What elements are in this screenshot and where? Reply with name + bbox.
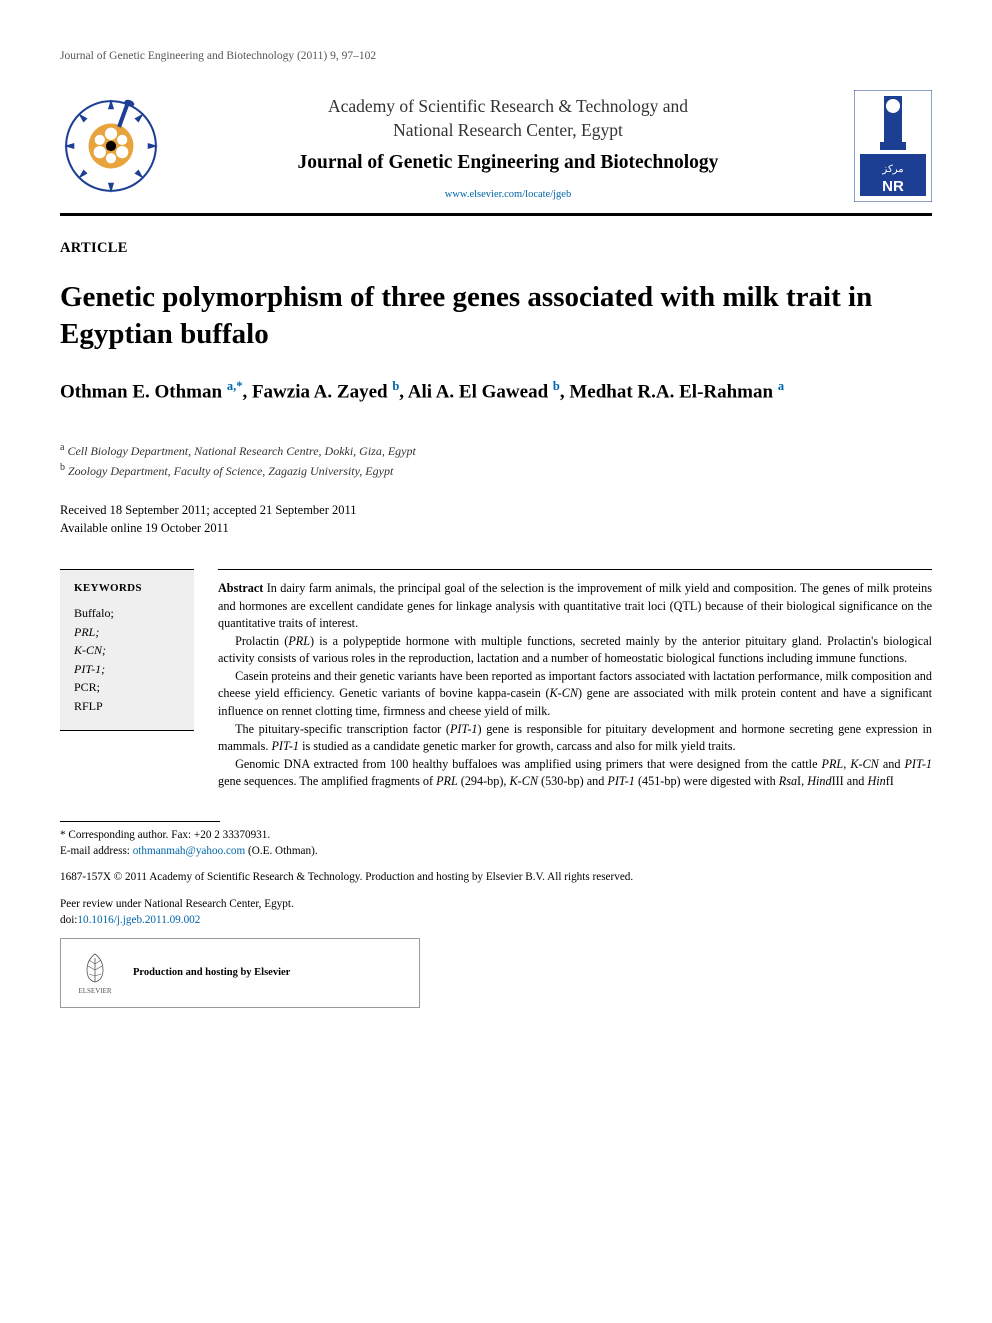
abs-ital: K-CN: [550, 686, 578, 700]
abs-txt: I,: [797, 774, 807, 788]
abstract-p5: Genomic DNA extracted from 100 healthy b…: [218, 756, 932, 791]
journal-logo-left: [60, 95, 162, 202]
keyword-item: PCR;: [74, 678, 180, 697]
abs-ital: PIT-1: [450, 722, 478, 736]
issn-copyright: 1687-157X © 2011 Academy of Scientific R…: [60, 869, 932, 885]
abstract-p1-text: In dairy farm animals, the principal goa…: [218, 581, 932, 630]
elsevier-label: ELSEVIER: [78, 986, 111, 996]
abs-txt: is studied as a candidate genetic marker…: [299, 739, 736, 753]
doi-line: doi:10.1016/j.jgeb.2011.09.002: [60, 912, 932, 928]
svg-text:NR: NR: [882, 178, 904, 195]
abstract-p4: The pituitary-specific transcription fac…: [218, 721, 932, 756]
author-1-affil: a,*: [227, 379, 243, 393]
abs-ital: PRL: [288, 634, 310, 648]
corresponding-author: * Corresponding author. Fax: +20 2 33370…: [60, 827, 932, 859]
keywords-box: KEYWORDS Buffalo; PRL; K-CN; PIT-1; PCR;…: [60, 569, 194, 731]
abs-ital: K-CN: [850, 757, 878, 771]
abstract-p2: Prolactin (PRL) is a polypeptide hormone…: [218, 633, 932, 668]
author-2: , Fawzia A. Zayed: [242, 382, 392, 403]
dates-online: Available online 19 October 2011: [60, 520, 932, 538]
abs-txt: gene sequences. The amplified fragments …: [218, 774, 436, 788]
masthead: Academy of Scientific Research & Technol…: [60, 90, 932, 216]
hosting-box: ELSEVIER Production and hosting by Elsev…: [60, 938, 420, 1008]
author-3-affil: b: [553, 379, 560, 393]
abs-txt: (530-bp) and: [538, 774, 607, 788]
keywords-list: Buffalo; PRL; K-CN; PIT-1; PCR; RFLP: [74, 604, 180, 716]
affiliation-b: b Zoology Department, Faculty of Science…: [60, 460, 932, 480]
dates-received-accepted: Received 18 September 2011; accepted 21 …: [60, 502, 932, 520]
keyword-item: Buffalo;: [74, 604, 180, 623]
journal-name: Journal of Genetic Engineering and Biote…: [184, 152, 832, 174]
email-label: E-mail address:: [60, 845, 133, 857]
keywords-heading: KEYWORDS: [74, 582, 180, 594]
masthead-center: Academy of Scientific Research & Technol…: [184, 95, 832, 202]
affiliation-a: a Cell Biology Department, National Rese…: [60, 440, 932, 460]
abs-ital: Hind: [807, 774, 831, 788]
abs-ital: Hin: [867, 774, 885, 788]
abs-ital: K-CN: [510, 774, 538, 788]
affil-a-text: Cell Biology Department, National Resear…: [64, 444, 415, 458]
abs-ital: PIT-1: [607, 774, 635, 788]
running-head: Journal of Genetic Engineering and Biote…: [60, 50, 932, 62]
academy-line-2: National Research Center, Egypt: [393, 120, 623, 140]
article-dates: Received 18 September 2011; accepted 21 …: [60, 502, 932, 537]
footnotes: * Corresponding author. Fax: +20 2 33370…: [60, 827, 932, 1008]
peer-doi: Peer review under National Research Cent…: [60, 896, 932, 928]
abs-ital: PIT-1: [271, 739, 299, 753]
abstract: Abstract In dairy farm animals, the prin…: [218, 569, 932, 791]
abs-txt: Genomic DNA extracted from 100 healthy b…: [235, 757, 821, 771]
elsevier-tree-icon: ELSEVIER: [75, 949, 115, 997]
author-list: Othman E. Othman a,*, Fawzia A. Zayed b,…: [60, 377, 932, 406]
doi-label: doi:: [60, 914, 77, 926]
abs-ital: PIT-1: [904, 757, 932, 771]
keyword-item: RFLP: [74, 697, 180, 716]
doi-link[interactable]: 10.1016/j.jgeb.2011.09.002: [77, 914, 200, 926]
abs-ital: PRL: [822, 757, 844, 771]
keyword-item: PIT-1;: [74, 660, 180, 679]
abs-txt: The pituitary-specific transcription fac…: [235, 722, 450, 736]
journal-url[interactable]: www.elsevier.com/locate/jgeb: [445, 189, 571, 200]
hosting-text: Production and hosting by Elsevier: [133, 965, 290, 980]
peer-review: Peer review under National Research Cent…: [60, 896, 932, 912]
affil-b-text: Zoology Department, Faculty of Science, …: [65, 464, 393, 478]
email-suffix: (O.E. Othman).: [245, 845, 317, 857]
article-type: ARTICLE: [60, 240, 932, 257]
email-link[interactable]: othmanmah@yahoo.com: [133, 845, 246, 857]
abs-txt: (294-bp),: [458, 774, 510, 788]
abs-txt: and: [879, 757, 905, 771]
academy-line-1: Academy of Scientific Research & Technol…: [328, 96, 688, 116]
abs-ital: PRL: [436, 774, 458, 788]
nrc-logo-right: مركز NR: [854, 90, 932, 207]
author-4: , Medhat R.A. El-Rahman: [560, 382, 778, 403]
author-1: Othman E. Othman: [60, 382, 227, 403]
abs-txt: fI: [886, 774, 894, 788]
abstract-label: Abstract: [218, 581, 263, 595]
email-line: E-mail address: othmanmah@yahoo.com (O.E…: [60, 843, 932, 859]
author-4-affil: a: [778, 379, 784, 393]
abs-txt: ) is a polypeptide hormone with multiple…: [218, 634, 932, 666]
abs-txt: Prolactin (: [235, 634, 288, 648]
abstract-p3: Casein proteins and their genetic varian…: [218, 668, 932, 721]
corresponding-line: * Corresponding author. Fax: +20 2 33370…: [60, 827, 932, 843]
article-title: Genetic polymorphism of three genes asso…: [60, 279, 932, 353]
author-3: , Ali A. El Gawead: [399, 382, 553, 403]
abs-txt: III and: [832, 774, 868, 788]
affiliations: a Cell Biology Department, National Rese…: [60, 440, 932, 480]
keyword-item: K-CN;: [74, 641, 180, 660]
svg-text:مركز: مركز: [881, 164, 903, 175]
abstract-p1: Abstract In dairy farm animals, the prin…: [218, 580, 932, 633]
abs-txt: (451-bp) were digested with: [635, 774, 779, 788]
abs-ital: Rsa: [779, 774, 797, 788]
footnote-separator: [60, 821, 220, 822]
keyword-item: PRL;: [74, 623, 180, 642]
